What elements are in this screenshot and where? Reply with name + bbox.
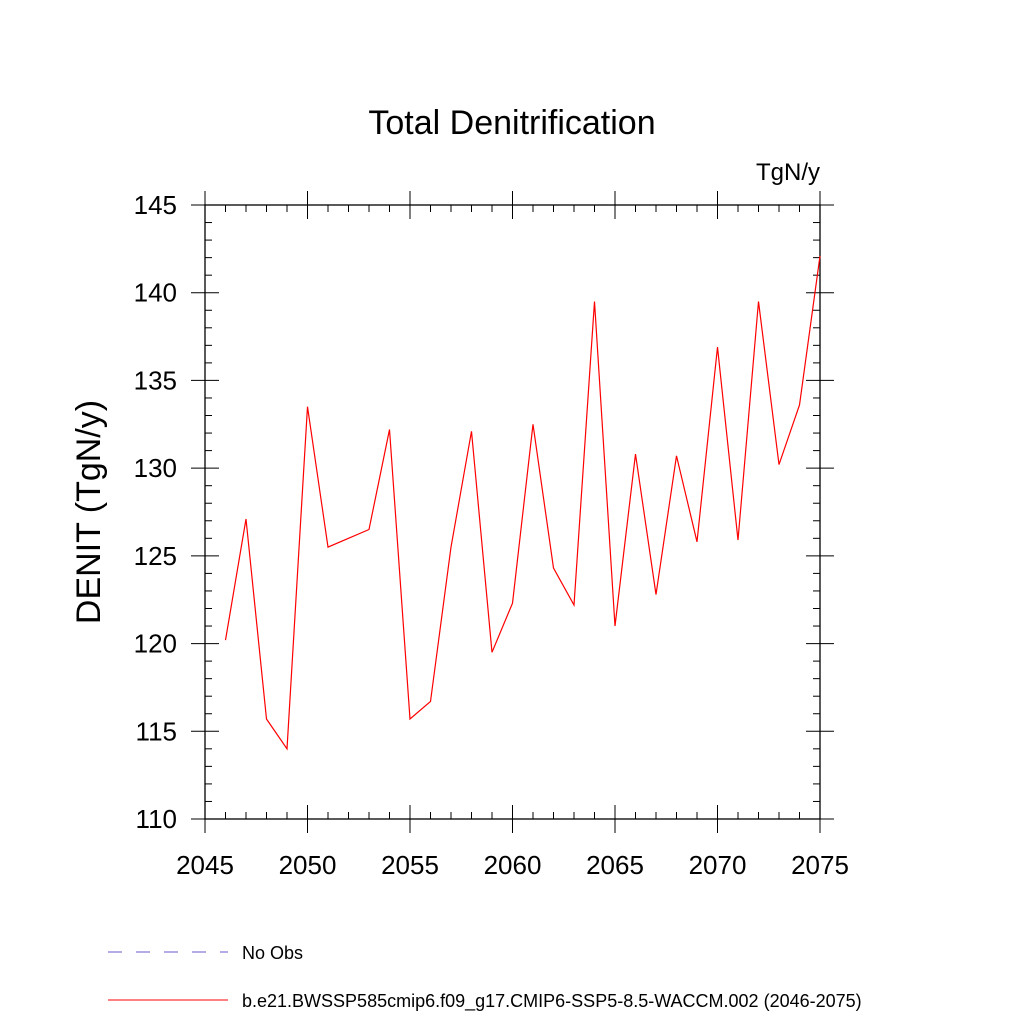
x-tick-label: 2045 (176, 850, 234, 880)
x-tick-label: 2065 (586, 850, 644, 880)
x-tick-label: 2060 (484, 850, 542, 880)
x-tick-label: 2075 (791, 850, 849, 880)
legend-label: No Obs (242, 943, 303, 963)
legend-label: b.e21.BWSSP585cmip6.f09_g17.CMIP6-SSP5-8… (242, 991, 862, 1012)
y-tick-label: 130 (134, 453, 177, 483)
y-tick-label: 125 (134, 541, 177, 571)
chart-title: Total Denitrification (368, 104, 655, 142)
y-tick-label: 145 (134, 190, 177, 220)
x-tick-label: 2070 (689, 850, 747, 880)
x-tick-label: 2055 (381, 850, 439, 880)
units-label: TgN/y (756, 159, 820, 186)
series-line (224, 255, 821, 751)
series-group (224, 255, 821, 751)
legend: No Obs b.e21.BWSSP585cmip6.f09_g17.CMIP6-… (108, 943, 862, 1012)
y-tick-label: 120 (134, 629, 177, 659)
y-tick-label: 140 (134, 278, 177, 308)
axis-ticks (191, 191, 834, 833)
axis-tick-labels: 110 115 120 125 130 135 140 145 2045 2050 2055 2060… (134, 190, 849, 880)
y-tick-label: 110 (136, 804, 177, 834)
x-tick-label: 2050 (279, 850, 337, 880)
y-axis-label: DENIT (TgN/y) (70, 400, 108, 624)
y-tick-label: 135 (134, 365, 177, 395)
plot-frame (204, 204, 821, 820)
y-tick-label: 115 (136, 716, 177, 746)
